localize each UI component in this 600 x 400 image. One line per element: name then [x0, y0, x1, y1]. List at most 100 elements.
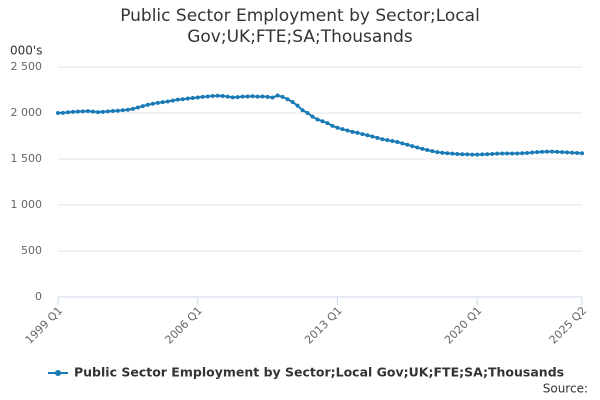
y-tick-label: 0	[35, 290, 42, 303]
data-point	[575, 151, 580, 156]
data-point	[240, 94, 245, 99]
data-point	[360, 132, 365, 137]
data-point	[190, 96, 195, 101]
data-point	[250, 94, 255, 99]
data-point	[110, 108, 115, 113]
data-point	[555, 149, 560, 154]
data-point	[285, 97, 290, 102]
data-point	[500, 151, 505, 156]
data-point	[135, 105, 140, 110]
data-point	[150, 101, 155, 106]
data-point	[95, 110, 100, 115]
data-point	[520, 151, 525, 156]
data-point	[540, 149, 545, 154]
chart-title: Public Sector Employment by Sector;Local…	[120, 6, 480, 47]
data-point	[140, 104, 145, 109]
data-point	[115, 108, 120, 113]
data-point	[56, 111, 60, 115]
data-point	[290, 99, 295, 104]
data-point	[415, 145, 420, 150]
data-point	[320, 119, 325, 124]
data-point	[80, 109, 85, 114]
data-point	[200, 94, 205, 99]
data-point	[490, 151, 495, 156]
data-point	[505, 151, 510, 156]
data-point	[440, 150, 445, 155]
data-point	[165, 99, 170, 104]
data-point	[300, 108, 305, 113]
data-point	[525, 151, 530, 156]
data-point	[75, 109, 80, 114]
data-point	[485, 152, 490, 157]
data-point	[270, 95, 275, 100]
data-point	[340, 127, 345, 132]
data-point	[470, 152, 475, 157]
data-point	[280, 94, 285, 99]
data-point	[275, 93, 280, 98]
data-point	[395, 139, 400, 144]
data-point	[210, 93, 215, 98]
data-point	[65, 110, 70, 115]
data-point	[180, 97, 185, 102]
data-point	[255, 94, 260, 99]
data-point	[435, 150, 440, 155]
data-point	[330, 123, 335, 128]
data-point	[85, 109, 90, 114]
data-point	[565, 150, 570, 155]
y-tick-label: 2 000	[11, 106, 43, 119]
source: Source:	[543, 382, 588, 396]
x-tick-label: 2013 Q1	[302, 304, 345, 347]
data-point	[365, 133, 370, 138]
data-point	[245, 94, 250, 99]
data-point	[310, 114, 315, 119]
data-point	[410, 144, 415, 149]
data-point	[550, 149, 555, 154]
data-point	[350, 129, 355, 134]
data-point	[460, 152, 465, 157]
data-point	[405, 142, 410, 147]
data-point	[530, 150, 535, 155]
data-point	[425, 147, 430, 152]
y-axis-label: 000's	[10, 44, 42, 58]
data-point	[125, 107, 130, 112]
series-line	[57, 94, 583, 156]
data-point	[205, 94, 210, 99]
data-point	[535, 150, 540, 155]
data-point	[235, 95, 240, 100]
data-point	[220, 93, 225, 98]
data-point	[515, 151, 520, 156]
x-tick-label: 2006 Q1	[162, 304, 205, 347]
data-point	[570, 150, 575, 155]
data-point	[315, 117, 320, 122]
data-point	[90, 109, 95, 114]
data-point	[375, 135, 380, 140]
data-point	[145, 102, 150, 107]
data-point	[455, 151, 460, 156]
y-tick-label: 2 500	[11, 60, 43, 73]
data-point	[475, 152, 480, 157]
x-tick-label: 2025 Q2	[547, 304, 590, 347]
data-point	[70, 109, 75, 114]
data-point	[130, 106, 135, 111]
data-point	[170, 98, 175, 103]
x-tick-label: 1999 Q1	[23, 304, 66, 347]
legend-label: Public Sector Employment by Sector;Local…	[74, 365, 564, 380]
legend-marker	[55, 370, 61, 376]
data-point	[195, 95, 200, 100]
data-point	[345, 128, 350, 133]
data-point	[100, 109, 105, 114]
data-point	[545, 149, 550, 154]
data-point	[495, 151, 500, 156]
data-point	[465, 152, 470, 157]
data-point	[480, 152, 485, 157]
data-point	[445, 151, 450, 156]
data-point	[325, 121, 330, 126]
data-point	[185, 96, 190, 101]
data-point	[380, 137, 385, 142]
data-point	[105, 109, 110, 114]
data-point	[450, 151, 455, 156]
data-point	[390, 139, 395, 144]
x-tick-label: 2020 Q1	[442, 304, 485, 347]
data-point	[305, 111, 310, 115]
